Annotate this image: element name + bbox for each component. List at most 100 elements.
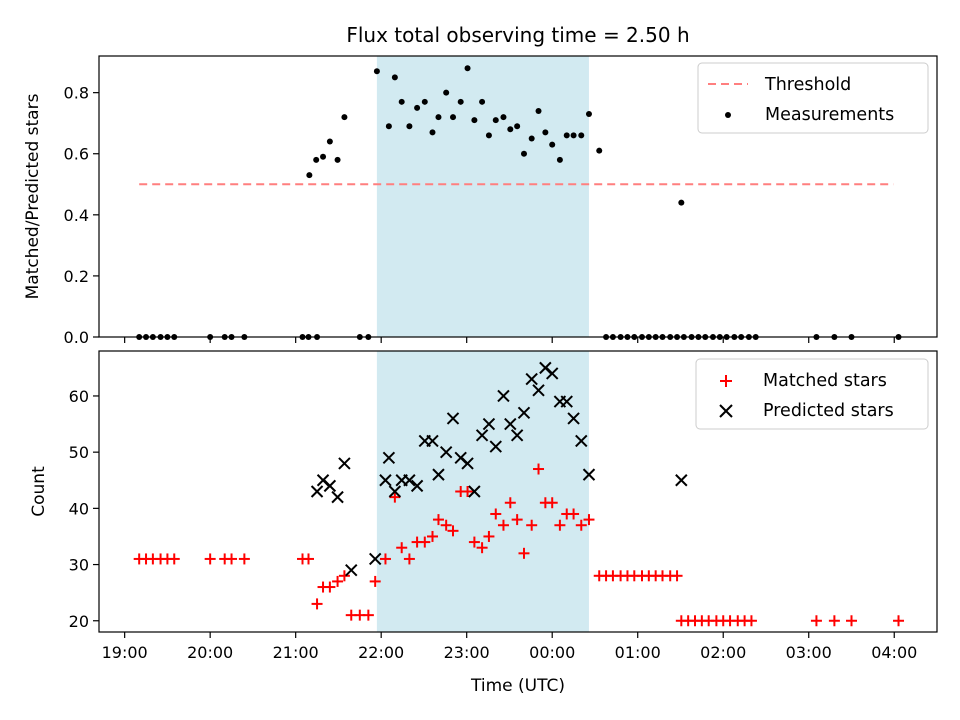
matched-star-point <box>362 609 374 621</box>
predicted-star-stroke-b <box>468 485 481 498</box>
predicted-star-point <box>489 440 502 453</box>
legend-matched-label: Matched stars <box>763 371 887 391</box>
matched-star-point <box>745 615 757 627</box>
matched-star-point <box>518 547 530 559</box>
predicted-star-point <box>482 417 496 431</box>
x-tick-label: 20:00 <box>187 643 233 662</box>
predicted-star-stroke-b <box>338 457 351 470</box>
bottom-y-ticks: 20 30 40 50 60 <box>69 387 99 631</box>
predicted-star-stroke-b <box>482 417 496 431</box>
bottom-y-tick-label: 30 <box>69 556 89 575</box>
measurement-point <box>320 153 327 160</box>
predicted-star-stroke-b <box>539 361 552 375</box>
top-panel: 0.0 0.2 0.4 0.6 0.8 Flux total observing tim… <box>23 23 938 347</box>
measurement-point <box>421 98 428 105</box>
legend-measurements-swatch <box>725 112 731 118</box>
bottom-plot-frame <box>98 350 938 633</box>
predicted-star-point <box>675 474 688 487</box>
predicted-star-stroke-b <box>426 434 439 448</box>
x-tick-label: 23:00 <box>444 643 490 662</box>
predicted-star-stroke-b <box>582 468 596 481</box>
predicted-star-point <box>368 552 382 566</box>
top-plot-frame <box>98 55 938 338</box>
matched-star-point <box>546 497 558 509</box>
measurement-point <box>528 135 535 142</box>
top-legend: Threshold Measurements <box>697 62 929 134</box>
x-tick-label: 02:00 <box>700 643 746 662</box>
measurement-point <box>385 123 392 130</box>
predicted-star-stroke-b <box>560 395 573 408</box>
matched-star-point <box>554 519 566 531</box>
predicted-star-point <box>388 485 402 498</box>
matched-star-point <box>828 615 840 627</box>
matched-star-point <box>168 553 180 565</box>
bottom-y-tick-label: 50 <box>69 443 89 462</box>
predicted-star-stroke-b <box>475 429 489 442</box>
measurement-point <box>464 65 471 72</box>
legend-threshold-label: Threshold <box>764 75 851 95</box>
measurement-point <box>585 111 592 118</box>
measurement-point <box>500 114 507 121</box>
matched-stars-points <box>133 463 905 627</box>
matched-star-point <box>575 519 587 531</box>
matched-star-point <box>845 615 857 627</box>
predicted-star-point <box>432 468 445 481</box>
top-y-ticks: 0.0 0.2 0.4 0.6 0.8 <box>64 84 99 347</box>
predicted-star-stroke-b <box>331 490 344 504</box>
measurement-point <box>514 123 521 130</box>
matched-star-point <box>432 514 444 526</box>
matched-star-point <box>324 581 336 593</box>
x-tick-label: 04:00 <box>871 643 917 662</box>
measurement-point <box>435 114 442 121</box>
predicted-star-stroke-b <box>310 485 324 498</box>
predicted-star-point <box>461 457 474 470</box>
measurement-point <box>334 156 341 163</box>
top-y-tick-label: 0.0 <box>64 328 89 347</box>
predicted-star-stroke-b <box>345 563 358 577</box>
predicted-star-stroke-b <box>675 474 688 487</box>
x-tick-label: 03:00 <box>786 643 832 662</box>
measurement-point <box>414 104 421 111</box>
matched-star-point <box>447 525 459 537</box>
x-axis-label: Time (UTC) <box>470 676 565 696</box>
predicted-star-stroke-b <box>517 406 531 420</box>
measurement-point <box>341 114 348 121</box>
measurement-point <box>373 68 380 75</box>
predicted-star-point <box>560 395 573 408</box>
predicted-star-point <box>545 367 559 380</box>
predicted-star-point <box>517 406 531 420</box>
measurement-point <box>306 172 313 179</box>
matched-star-point <box>476 542 488 554</box>
predicted-star-stroke-b <box>316 474 330 487</box>
matched-star-point <box>440 519 452 531</box>
predicted-star-stroke-b <box>497 389 510 403</box>
matched-star-point <box>497 519 509 531</box>
legend-predicted-swatch <box>719 404 733 418</box>
measurement-point <box>326 138 333 145</box>
predicted-star-point <box>426 434 439 448</box>
predicted-star-point <box>410 479 424 493</box>
matched-star-point <box>426 530 438 542</box>
predicted-star-stroke-b <box>379 474 392 487</box>
measurement-point <box>520 150 527 157</box>
predicted-star-point <box>338 457 351 470</box>
predicted-star-point <box>323 479 337 493</box>
top-y-tick-label: 0.2 <box>64 267 89 286</box>
legend-measurements-label: Measurements <box>765 105 894 125</box>
predicted-star-stroke-b <box>446 412 460 425</box>
measurement-point <box>443 89 450 96</box>
matched-star-point <box>396 542 408 554</box>
predicted-star-point <box>382 451 396 464</box>
measurement-point <box>429 129 436 136</box>
measurement-point <box>398 98 405 105</box>
predicted-star-stroke-b <box>382 451 396 464</box>
matched-star-point <box>568 508 580 520</box>
matched-star-point <box>533 463 545 475</box>
predicted-star-stroke-b <box>545 367 559 380</box>
predicted-star-stroke-b <box>567 412 580 425</box>
top-y-tick-label: 0.4 <box>64 206 89 225</box>
predicted-star-stroke-b <box>461 457 474 470</box>
top-y-tick-label: 0.8 <box>64 84 89 103</box>
x-tick-label: 01:00 <box>615 643 661 662</box>
